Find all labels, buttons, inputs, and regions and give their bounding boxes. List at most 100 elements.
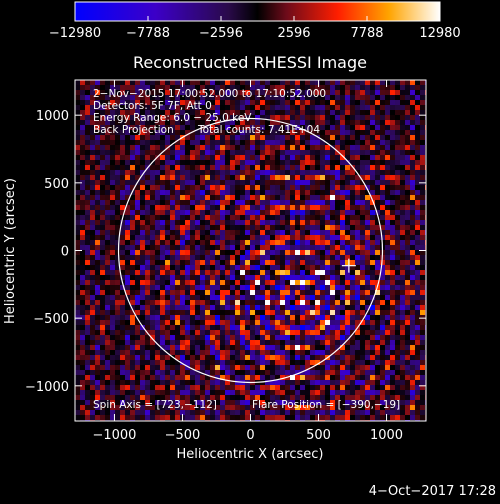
heatmap-cell bbox=[415, 350, 420, 355]
heatmap-cell bbox=[210, 185, 215, 190]
heatmap-cell bbox=[210, 315, 215, 320]
heatmap-cell bbox=[140, 335, 145, 340]
heatmap-cell bbox=[115, 165, 120, 170]
heatmap-cell bbox=[190, 305, 195, 310]
heatmap-cell bbox=[240, 405, 245, 410]
heatmap-cell bbox=[400, 405, 405, 410]
heatmap-cell bbox=[265, 175, 270, 180]
heatmap-cell bbox=[135, 370, 140, 375]
heatmap-cell bbox=[235, 225, 240, 230]
heatmap-cell bbox=[405, 325, 410, 330]
heatmap-cell bbox=[230, 300, 235, 305]
heatmap-cell bbox=[305, 205, 310, 210]
heatmap-cell bbox=[150, 320, 155, 325]
heatmap-cell bbox=[245, 225, 250, 230]
heatmap-cell bbox=[100, 170, 105, 175]
heatmap-cell bbox=[225, 140, 230, 145]
heatmap-cell bbox=[235, 400, 240, 405]
heatmap-cell bbox=[165, 345, 170, 350]
heatmap-cell bbox=[355, 130, 360, 135]
heatmap-cell bbox=[335, 350, 340, 355]
heatmap-cell bbox=[420, 330, 425, 335]
heatmap-cell bbox=[385, 185, 390, 190]
heatmap-cell bbox=[145, 300, 150, 305]
heatmap-cell bbox=[340, 140, 345, 145]
heatmap-cell bbox=[130, 160, 135, 165]
heatmap-cell bbox=[215, 100, 220, 105]
heatmap-cell bbox=[160, 365, 165, 370]
heatmap-cell bbox=[120, 240, 125, 245]
heatmap-cell bbox=[170, 315, 175, 320]
heatmap-cell bbox=[255, 390, 260, 395]
heatmap-cell bbox=[285, 145, 290, 150]
heatmap-cell bbox=[400, 210, 405, 215]
heatmap-cell bbox=[185, 395, 190, 400]
heatmap-cell bbox=[210, 295, 215, 300]
heatmap-cell bbox=[85, 225, 90, 230]
heatmap-cell bbox=[150, 225, 155, 230]
heatmap-cell bbox=[240, 200, 245, 205]
heatmap-cell bbox=[275, 365, 280, 370]
heatmap-cell bbox=[90, 185, 95, 190]
heatmap-cell bbox=[85, 380, 90, 385]
heatmap-cell bbox=[265, 385, 270, 390]
heatmap-cell bbox=[280, 320, 285, 325]
heatmap-cell bbox=[330, 415, 335, 420]
heatmap-cell bbox=[245, 80, 250, 85]
heatmap-cell bbox=[255, 205, 260, 210]
heatmap-cell bbox=[75, 110, 80, 115]
heatmap-cell bbox=[390, 310, 395, 315]
heatmap-cell bbox=[185, 255, 190, 260]
heatmap-cell bbox=[390, 150, 395, 155]
heatmap-cell bbox=[140, 325, 145, 330]
heatmap-cell bbox=[280, 95, 285, 100]
heatmap-cell bbox=[400, 235, 405, 240]
heatmap-cell bbox=[135, 300, 140, 305]
heatmap-cell bbox=[325, 350, 330, 355]
heatmap-cell bbox=[160, 395, 165, 400]
heatmap-cell bbox=[220, 230, 225, 235]
heatmap-cell bbox=[230, 195, 235, 200]
heatmap-cell bbox=[395, 390, 400, 395]
heatmap-cell bbox=[220, 280, 225, 285]
heatmap-cell bbox=[215, 215, 220, 220]
heatmap-cell bbox=[85, 415, 90, 420]
heatmap-cell bbox=[335, 175, 340, 180]
heatmap-cell bbox=[80, 160, 85, 165]
heatmap-cell bbox=[135, 275, 140, 280]
heatmap-cell bbox=[290, 110, 295, 115]
heatmap-cell bbox=[250, 280, 255, 285]
heatmap-cell bbox=[355, 260, 360, 265]
heatmap-cell bbox=[190, 95, 195, 100]
heatmap-cell bbox=[140, 300, 145, 305]
heatmap-cell bbox=[110, 300, 115, 305]
heatmap-cell bbox=[160, 155, 165, 160]
heatmap-cell bbox=[420, 195, 425, 200]
heatmap-cell bbox=[400, 95, 405, 100]
heatmap-cell bbox=[275, 275, 280, 280]
heatmap-cell bbox=[365, 410, 370, 415]
heatmap-cell bbox=[395, 365, 400, 370]
heatmap-cell bbox=[75, 295, 80, 300]
heatmap-cell bbox=[115, 275, 120, 280]
heatmap-cell bbox=[200, 100, 205, 105]
heatmap-cell bbox=[320, 245, 325, 250]
heatmap-cell bbox=[255, 335, 260, 340]
heatmap-cell bbox=[150, 185, 155, 190]
heatmap-cell bbox=[130, 330, 135, 335]
heatmap-cell bbox=[250, 360, 255, 365]
heatmap-cell bbox=[120, 340, 125, 345]
heatmap-cell bbox=[115, 100, 120, 105]
heatmap-cell bbox=[220, 185, 225, 190]
heatmap-cell bbox=[155, 385, 160, 390]
heatmap-cell bbox=[110, 315, 115, 320]
heatmap-cell bbox=[280, 305, 285, 310]
heatmap-cell bbox=[125, 285, 130, 290]
heatmap-cell bbox=[100, 95, 105, 100]
heatmap-cell bbox=[140, 305, 145, 310]
heatmap-cell bbox=[275, 400, 280, 405]
heatmap-cell bbox=[140, 210, 145, 215]
heatmap-cell bbox=[150, 95, 155, 100]
heatmap-cell bbox=[340, 85, 345, 90]
heatmap-cell bbox=[300, 180, 305, 185]
